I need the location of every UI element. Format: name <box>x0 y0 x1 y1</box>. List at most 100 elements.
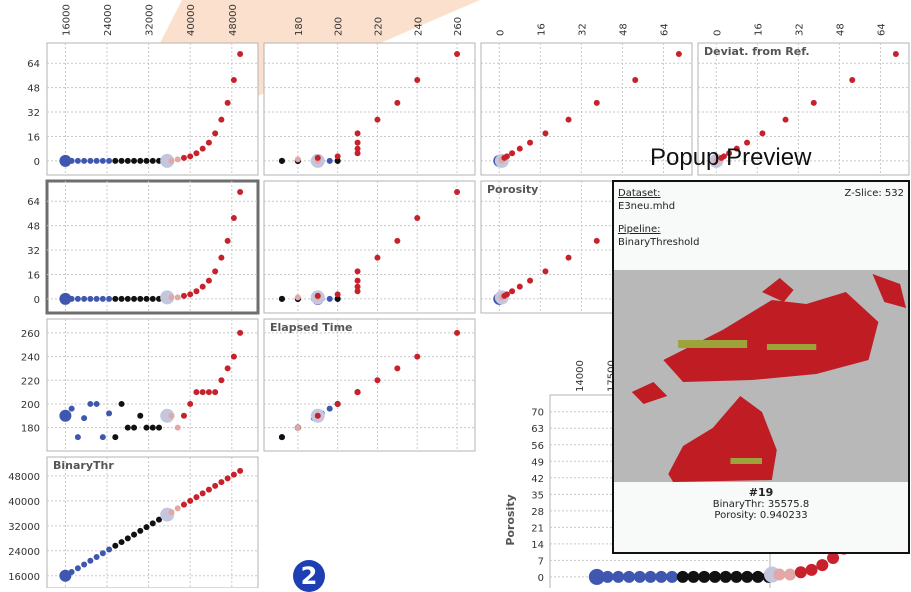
detail-y-tick: 42 <box>531 474 544 485</box>
y-tick-label: 48000 <box>8 472 40 483</box>
data-point <box>180 501 187 508</box>
detail-y-tick: 28 <box>531 507 544 518</box>
data-point <box>160 290 175 305</box>
data-point <box>187 497 194 504</box>
data-point <box>118 539 125 546</box>
data-point <box>168 509 175 516</box>
data-point <box>205 389 212 396</box>
data-point <box>278 295 285 302</box>
data-point <box>230 77 237 83</box>
data-point <box>354 389 361 396</box>
data-point <box>218 479 225 486</box>
top-tick-label: 24000 <box>103 4 114 36</box>
top-tick-label: 48 <box>835 23 846 36</box>
data-point <box>149 295 156 302</box>
data-point <box>354 145 361 152</box>
data-point <box>374 116 381 123</box>
detail-point <box>773 568 786 581</box>
data-point <box>224 365 231 372</box>
top-tick-label: 16 <box>536 23 547 36</box>
data-point <box>118 295 125 302</box>
data-point <box>199 490 206 497</box>
data-point <box>454 189 461 196</box>
scatter-panel <box>697 42 910 176</box>
data-point <box>99 434 106 441</box>
data-point <box>124 424 131 431</box>
detail-point <box>827 552 840 565</box>
panel-frame <box>46 42 259 176</box>
top-tick-label: 0 <box>712 30 723 36</box>
top-tick-label: 32000 <box>145 4 156 36</box>
data-point <box>193 389 200 396</box>
panel-title: BinaryThr <box>53 459 114 472</box>
data-point <box>334 295 341 302</box>
panel-frame <box>45 179 260 315</box>
data-point <box>278 434 285 441</box>
data-point <box>68 405 75 412</box>
data-point <box>160 408 175 423</box>
data-point <box>230 353 237 360</box>
popup-footer: #19 BinaryThr: 35575.8 Porosity: 0.94023… <box>614 482 908 552</box>
data-point <box>509 288 516 295</box>
data-point <box>137 527 144 534</box>
detail-y-tick: 35 <box>531 490 544 501</box>
top-tick-label: 40000 <box>186 4 197 36</box>
top-tick-label: 0 <box>495 30 506 36</box>
detail-point <box>623 570 636 583</box>
y-tick-label: 200 <box>21 400 40 411</box>
data-point <box>237 329 244 336</box>
panel-title: Deviat. from Ref. <box>704 45 810 58</box>
data-point <box>212 482 219 489</box>
data-point <box>230 215 237 221</box>
data-point <box>314 412 321 419</box>
scatter-panel <box>46 318 259 452</box>
data-point <box>218 377 225 384</box>
data-point <box>81 561 88 568</box>
data-point <box>156 424 162 431</box>
y-tick-label: 32000 <box>8 522 40 533</box>
scatter-panel <box>263 318 476 452</box>
data-point <box>168 157 175 164</box>
data-point <box>81 415 88 422</box>
panel-frame <box>263 180 476 314</box>
data-point <box>68 295 75 302</box>
detail-y-tick: 70 <box>531 408 544 419</box>
pipeline-value: BinaryThreshold <box>618 237 700 248</box>
data-point <box>314 292 321 299</box>
popup-preview[interactable]: Dataset: E3neu.mhd Pipeline: BinaryThres… <box>612 180 910 554</box>
detail-x-tick: 14000 <box>575 360 586 392</box>
y-tick-label: 32 <box>27 108 40 119</box>
data-point <box>720 153 727 160</box>
data-point <box>131 531 138 538</box>
detail-y-label: Porosity <box>504 494 517 545</box>
detail-y-tick: 14 <box>531 540 544 551</box>
data-point <box>149 520 156 527</box>
zslice-label: Z-Slice: 532 <box>844 188 904 199</box>
data-point <box>124 157 131 164</box>
data-point <box>74 295 81 302</box>
data-point <box>143 157 150 164</box>
data-point <box>149 157 156 164</box>
data-point <box>326 295 333 302</box>
y-tick-label: 16 <box>27 132 40 143</box>
data-point <box>205 486 212 493</box>
panel-frame <box>263 318 476 452</box>
panel-frame <box>480 42 693 176</box>
binarythr-readout: BinaryThr: 35575.8 <box>712 499 810 510</box>
data-point <box>374 377 381 384</box>
panel-title: Elapsed Time <box>270 321 353 334</box>
data-point <box>93 157 100 164</box>
data-point <box>212 130 219 137</box>
detail-y-tick: 63 <box>531 424 544 435</box>
y-tick-label: 0 <box>34 295 40 306</box>
detail-point <box>794 566 807 579</box>
data-point <box>414 353 421 360</box>
scatter-panel <box>46 42 259 176</box>
detail-y-tick: 49 <box>531 457 544 468</box>
data-point <box>124 295 131 302</box>
data-point <box>593 99 600 106</box>
data-point <box>810 99 817 106</box>
data-point <box>733 145 740 152</box>
y-tick-label: 240 <box>21 353 40 364</box>
